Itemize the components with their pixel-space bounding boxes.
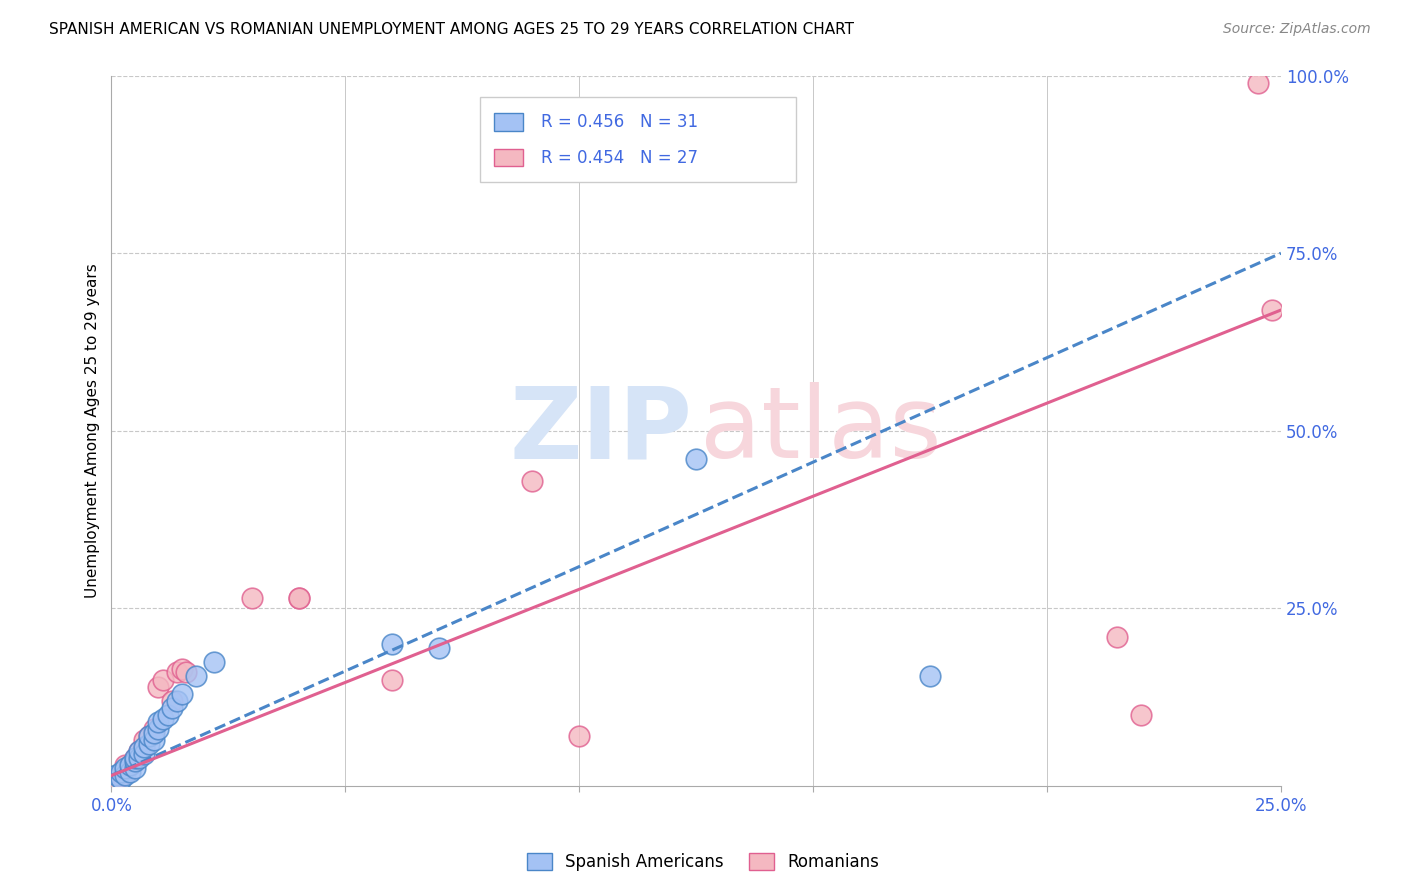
Text: R = 0.454   N = 27: R = 0.454 N = 27 (541, 149, 697, 167)
Point (1260, 303, 1282, 318)
Point (142, 733, 165, 747)
Point (166, 694, 188, 708)
Point (287, 591, 309, 605)
Point (160, 694, 183, 708)
Point (128, 743, 150, 757)
Point (142, 723, 165, 737)
Point (148, 715, 170, 730)
Point (152, 673, 174, 687)
FancyBboxPatch shape (494, 149, 523, 167)
Point (110, 764, 132, 779)
Point (138, 730, 160, 744)
Point (114, 764, 136, 779)
Point (114, 768, 136, 782)
Point (120, 757, 142, 772)
Point (568, 730, 591, 744)
Point (138, 737, 160, 751)
Point (148, 680, 170, 694)
Point (174, 665, 197, 680)
Point (156, 708, 179, 723)
Point (124, 754, 146, 768)
Point (184, 669, 207, 683)
FancyBboxPatch shape (494, 113, 523, 131)
Legend: Spanish Americans, Romanians: Spanish Americans, Romanians (519, 845, 887, 880)
Point (128, 743, 150, 757)
Point (134, 740, 156, 755)
FancyBboxPatch shape (479, 97, 796, 182)
Point (124, 761, 146, 775)
Point (522, 474, 544, 488)
Point (427, 640, 450, 655)
Point (202, 655, 225, 669)
Point (1129, 708, 1152, 723)
Text: R = 0.456   N = 31: R = 0.456 N = 31 (541, 113, 697, 131)
Point (920, 669, 942, 683)
Point (685, 452, 707, 467)
Text: Source: ZipAtlas.com: Source: ZipAtlas.com (1223, 22, 1371, 37)
Text: SPANISH AMERICAN VS ROMANIAN UNEMPLOYMENT AMONG AGES 25 TO 29 YEARS CORRELATION : SPANISH AMERICAN VS ROMANIAN UNEMPLOYMEN… (49, 22, 855, 37)
Text: ZIP: ZIP (510, 383, 693, 479)
Point (124, 750, 146, 764)
Point (1107, 630, 1129, 644)
Point (114, 757, 136, 772)
Point (110, 768, 132, 782)
Point (134, 740, 156, 755)
Point (128, 750, 150, 764)
Point (114, 761, 136, 775)
Point (170, 662, 193, 676)
Point (148, 723, 170, 737)
Point (240, 591, 263, 605)
Point (105, 768, 128, 782)
Point (120, 764, 142, 779)
Point (142, 726, 165, 740)
Point (134, 733, 156, 747)
Point (287, 591, 309, 605)
Point (166, 665, 188, 680)
Point (110, 772, 132, 786)
Point (381, 637, 404, 651)
Point (138, 730, 160, 744)
Point (152, 712, 174, 726)
Point (160, 701, 183, 715)
Point (170, 687, 193, 701)
Point (1246, 76, 1268, 90)
Point (105, 772, 128, 786)
Point (381, 673, 404, 687)
Point (124, 750, 146, 764)
Point (120, 757, 142, 772)
Text: atlas: atlas (700, 383, 942, 479)
Y-axis label: Unemployment Among Ages 25 to 29 years: Unemployment Among Ages 25 to 29 years (86, 263, 100, 599)
Point (134, 747, 156, 761)
